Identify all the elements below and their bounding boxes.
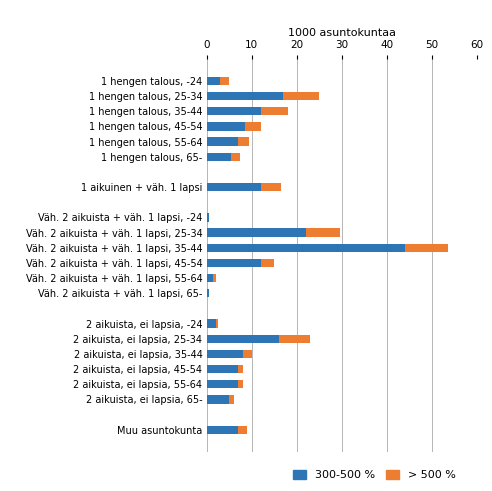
Bar [238,380,243,388]
Bar [207,319,215,327]
Bar [207,274,214,282]
Bar [207,365,238,373]
Bar [207,334,279,343]
Bar [214,274,215,282]
Bar [207,350,243,358]
Bar [238,365,243,373]
Bar [207,153,231,161]
Bar [243,350,252,358]
Bar [279,334,310,343]
Bar [231,153,241,161]
Bar [261,107,288,115]
Bar [207,228,306,237]
Bar [238,137,249,146]
Bar [261,183,281,191]
Bar [283,92,319,100]
Bar [207,426,238,434]
Bar [207,122,245,131]
Bar [238,426,247,434]
Bar [207,244,405,252]
Bar [207,213,209,221]
Bar [207,92,283,100]
Bar [405,244,448,252]
Bar [207,107,261,115]
Bar [261,259,275,267]
Bar [207,183,261,191]
Bar [207,289,209,298]
Bar [306,228,339,237]
X-axis label: 1000 asuntokuntaa: 1000 asuntokuntaa [288,27,396,38]
Bar [207,77,220,85]
Bar [207,259,261,267]
Bar [207,137,238,146]
Bar [245,122,261,131]
Legend: 300-500 %, > 500 %: 300-500 %, > 500 % [288,465,461,485]
Bar [229,395,234,404]
Bar [207,380,238,388]
Bar [215,319,218,327]
Bar [220,77,229,85]
Bar [207,395,229,404]
